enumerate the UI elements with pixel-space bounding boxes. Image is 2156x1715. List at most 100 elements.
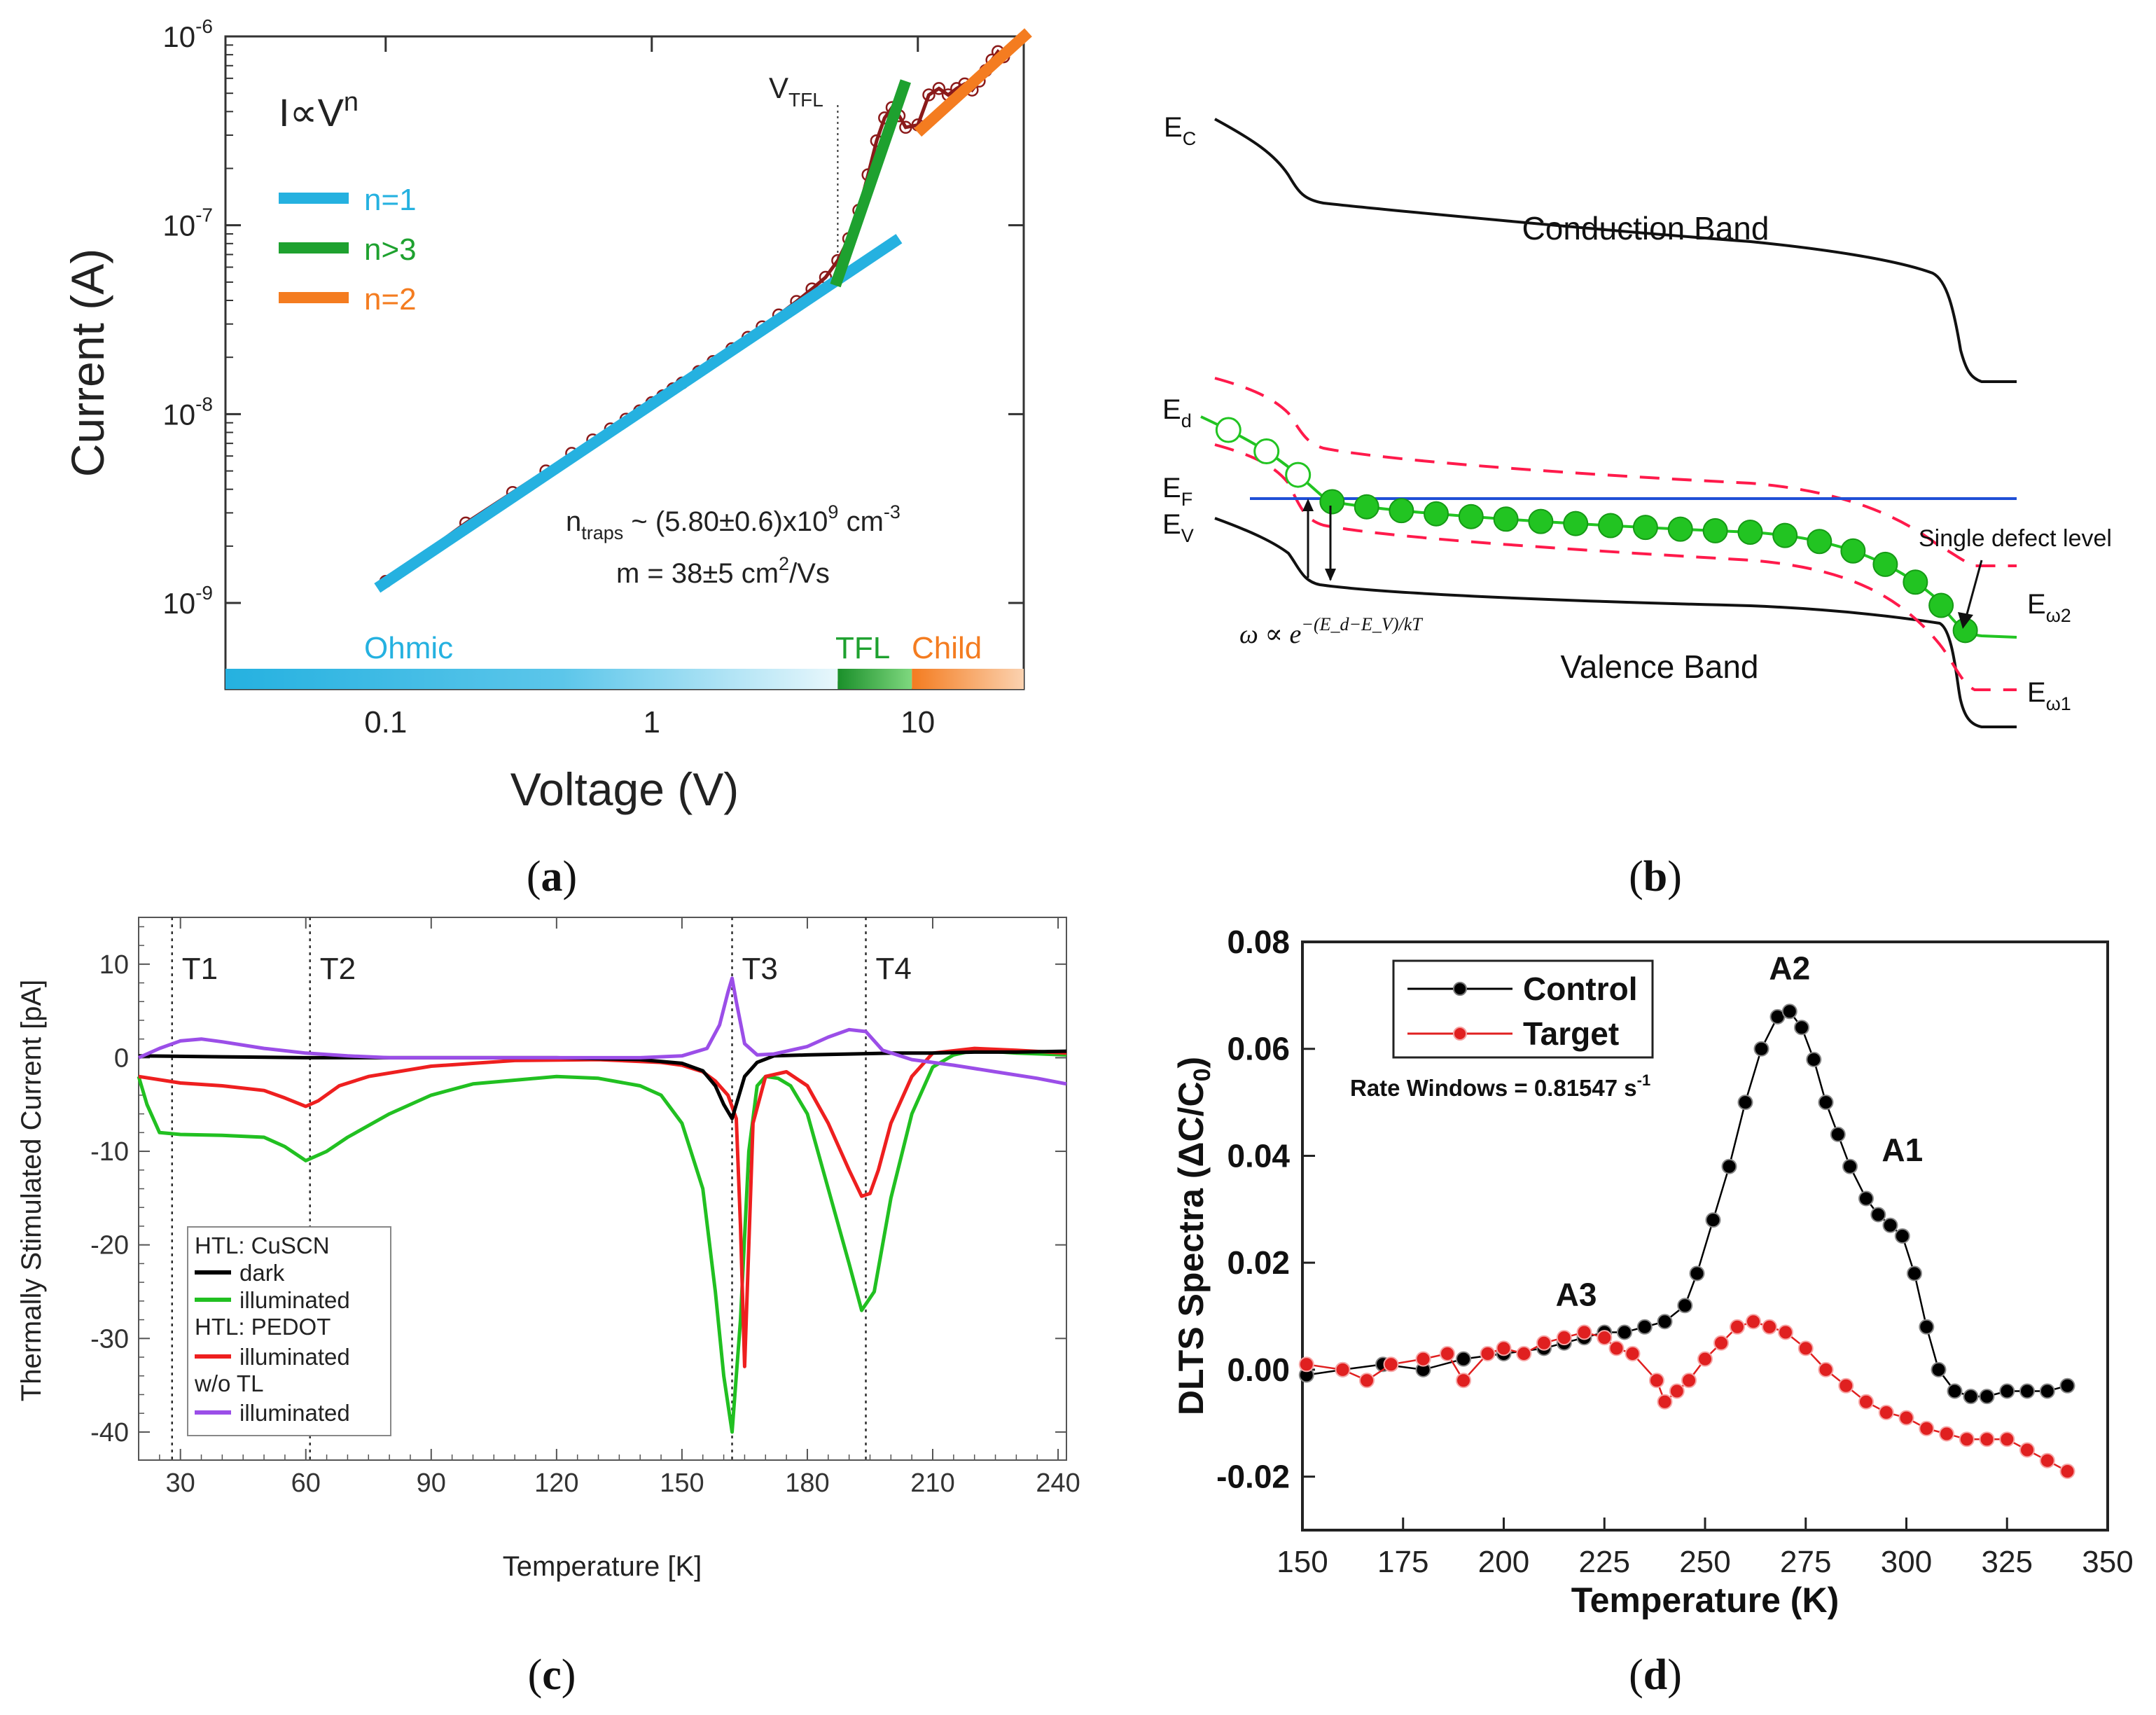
dlts-point-target <box>1762 1319 1777 1335</box>
energy-arrow-left-head <box>1302 499 1314 511</box>
dlts-point-target <box>1608 1340 1625 1356</box>
filled-defect-state <box>1632 515 1658 541</box>
y-tick-label: 10-7 <box>162 204 213 242</box>
x-tick-label: 225 <box>1579 1545 1630 1579</box>
tsc-series-2 <box>138 1046 1067 1368</box>
fit-line-n2 <box>914 28 1032 137</box>
empty-defect-state <box>1253 438 1280 465</box>
peak-label-a2: A2 <box>1769 950 1810 986</box>
filled-defect-state <box>1563 511 1589 536</box>
dlts-point-target <box>1730 1319 1745 1335</box>
peak-label-a1: A1 <box>1882 1132 1923 1168</box>
filled-defect-state <box>1354 494 1379 520</box>
filled-defect-state <box>1737 519 1763 545</box>
dlts-point-target <box>1298 1356 1314 1373</box>
dlts-point-target <box>1999 1431 2015 1447</box>
x-tick-label: 90 <box>417 1468 446 1498</box>
panel-c-legend-box <box>187 1226 391 1436</box>
dlts-point-target <box>1625 1346 1641 1361</box>
legend-header-cuscn: HTL: CuSCN <box>195 1233 330 1258</box>
region-bar-child <box>912 669 1024 689</box>
dlts-point-control <box>2019 1383 2035 1399</box>
y-tick-label: -40 <box>90 1418 129 1447</box>
dlts-point-control <box>1858 1190 1874 1207</box>
dlts-line-control <box>1306 1010 2068 1398</box>
dlts-point-target <box>1797 1340 1814 1356</box>
region-bar-ohmic <box>225 669 838 689</box>
dlts-point-target <box>1838 1377 1854 1394</box>
y-tick-label: 0 <box>114 1043 129 1073</box>
filled-defect-state <box>1807 529 1832 555</box>
y-tick-label: 10-6 <box>162 15 213 53</box>
x-tick-label: 325 <box>1982 1545 2033 1579</box>
panel-a-ylabel: Current (A) <box>62 249 113 477</box>
x-tick-label: 175 <box>1377 1545 1428 1579</box>
dlts-point-target <box>1536 1335 1552 1351</box>
label-ew2: Eω2 <box>2027 589 2071 626</box>
dlts-point-control <box>1794 1020 1809 1036</box>
dlts-point-target <box>1878 1405 1894 1420</box>
dlts-point-control <box>1931 1361 1947 1377</box>
defect-pointer-head <box>1958 612 1973 629</box>
panel-d-ylabel: DLTS Spectra (ΔC/C0) <box>1171 1057 1216 1415</box>
upper-defect-edge <box>1214 377 2017 567</box>
dlts-point-control <box>1830 1126 1846 1142</box>
y-tick-label: 0.02 <box>1227 1244 1290 1281</box>
panel-c-series <box>137 976 1067 1434</box>
dlts-point-target <box>2019 1442 2035 1458</box>
empty-defect-state <box>1285 461 1312 488</box>
dlts-point-control <box>1999 1383 2015 1399</box>
fit-line-n3 <box>830 79 911 288</box>
panel-d-chart: 150 175 200 225 250 275 300 325 350 0.08 0.06 0.04 0… <box>1171 924 2134 1620</box>
dlts-point-target <box>1516 1346 1532 1361</box>
y-tick-label: -10 <box>90 1137 129 1167</box>
dlts-point-target <box>1858 1394 1874 1410</box>
lower-defect-edge <box>1214 443 2017 691</box>
panel-a-xlabel: Voltage (V) <box>510 763 739 815</box>
dlts-point-target <box>1657 1394 1673 1410</box>
dlts-point-target <box>1959 1431 1975 1447</box>
panel-d-legend-box <box>1392 959 1654 1059</box>
panel-d-peak-labels: A2 A1 A3 <box>1556 950 1924 1312</box>
dlts-point-target <box>1919 1420 1935 1436</box>
region-label-child: Child <box>912 631 982 665</box>
dlts-point-target <box>1818 1361 1834 1377</box>
y-tick-label: -30 <box>90 1324 129 1354</box>
x-tick-label: 180 <box>785 1468 829 1498</box>
dlts-point-target <box>1359 1373 1375 1389</box>
dlts-point-control <box>1919 1319 1935 1335</box>
caption-a: (a) <box>527 853 577 901</box>
y-tick-label: 0.00 <box>1227 1352 1290 1388</box>
tsc-series-3 <box>137 976 1067 1086</box>
dlts-point-control <box>1705 1212 1721 1228</box>
dlts-point-control <box>1907 1265 1922 1282</box>
dlts-point-control <box>1806 1052 1822 1067</box>
valence-band-label: Valence Band <box>1560 648 1758 685</box>
dlts-point-target <box>1697 1351 1713 1367</box>
x-tick-label: 200 <box>1478 1545 1529 1579</box>
dlts-point-target <box>1898 1410 1914 1426</box>
measured-data-point <box>899 120 912 134</box>
fit-line-n1 <box>374 234 903 593</box>
dlts-point-control <box>1737 1095 1753 1111</box>
legend-header-notl: w/o TL <box>194 1370 263 1396</box>
filled-defect-state <box>1424 501 1449 527</box>
filled-defect-state <box>1319 489 1345 515</box>
panel-b-band-diagram: EC Ed EF EV Eω2 Eω1 Conduction Band Vale… <box>1162 112 2112 728</box>
measured-data-point <box>922 88 936 102</box>
dlts-point-target <box>1649 1373 1664 1389</box>
dlts-point-target <box>1681 1373 1697 1389</box>
peak-label-a3: A3 <box>1556 1276 1597 1312</box>
dlts-point-control <box>1677 1298 1693 1314</box>
region-bar-tfl <box>837 669 912 689</box>
panel-a-frame <box>224 35 1025 690</box>
dlts-point-target <box>1669 1383 1685 1399</box>
x-tick-label: 300 <box>1881 1545 1932 1579</box>
panel-d-xlabel: Temperature (K) <box>1571 1581 1839 1620</box>
label-ed: Ed <box>1162 394 1192 431</box>
dlts-point-target <box>2039 1452 2055 1468</box>
x-tick-label: 250 <box>1679 1545 1730 1579</box>
legend-label-cuscn-ill: illuminated <box>239 1287 350 1313</box>
